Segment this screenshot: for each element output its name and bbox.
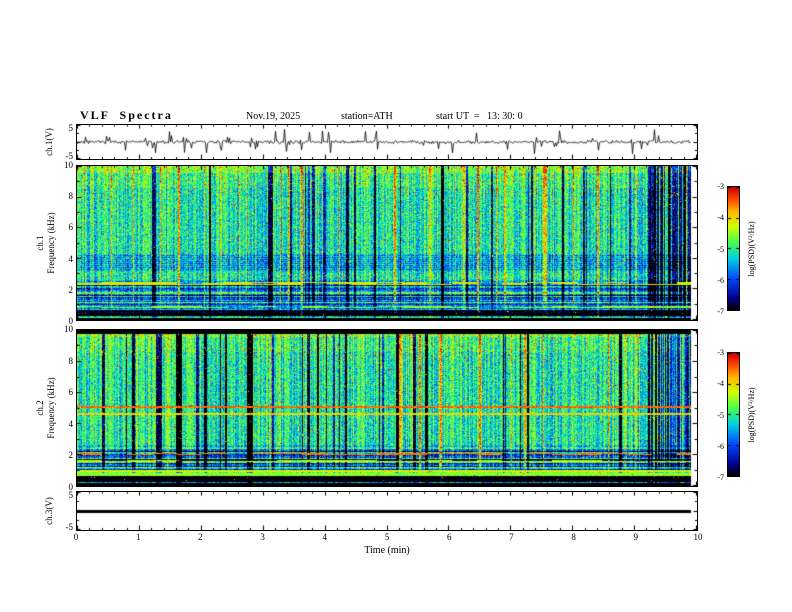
x-tick-label: 2 xyxy=(198,532,203,542)
ch2-spectrogram-canvas xyxy=(77,330,697,486)
ch1-spectrogram-panel xyxy=(76,165,698,321)
colorbar-tick-label: -4 xyxy=(717,213,724,223)
x-tick-label: 0 xyxy=(73,532,79,542)
colorbar-tick-label: -7 xyxy=(717,307,724,316)
x-tick-label: 6 xyxy=(446,532,452,542)
x-tick-label: 8 xyxy=(571,532,576,542)
ch1-waveform-canvas xyxy=(77,125,697,159)
ch1-colorbar xyxy=(727,186,740,311)
ch2-colorbar xyxy=(727,352,740,477)
figure-title: VLF Spectra xyxy=(80,108,173,122)
header-start-ut: start UT = 13: 30: 0 xyxy=(436,111,523,122)
ch1-waveform-panel xyxy=(76,124,698,160)
header-station: station=ATH xyxy=(341,111,393,122)
y-tick-label: 6 xyxy=(68,387,74,398)
x-tick-label: 5 xyxy=(384,532,390,542)
ch1-colorbar-canvas xyxy=(728,187,739,310)
ch1-colorbar-label: log(PSD)(V²/Hz) xyxy=(747,221,756,277)
colorbar-tick-label: -4 xyxy=(717,379,724,389)
colorbar-tick-label: -6 xyxy=(717,275,724,285)
x-tick-label: 9 xyxy=(633,532,639,542)
ch2-colorbar-canvas xyxy=(728,353,739,476)
x-tick-label: 7 xyxy=(509,532,514,542)
x-tick-label: 4 xyxy=(322,532,328,542)
y-tick-label: 0 xyxy=(68,316,74,326)
y-tick-label: 10 xyxy=(64,160,73,170)
x-axis-label: Time (min) xyxy=(364,545,410,556)
y-tick-label: -5 xyxy=(65,151,74,161)
x-tick-label: 3 xyxy=(260,532,265,542)
y-tick-label: 4 xyxy=(68,253,74,264)
x-tick-label: 10 xyxy=(693,532,703,542)
colorbar-tick-label: -5 xyxy=(717,410,724,420)
colorbar-tick-label: -5 xyxy=(717,244,724,254)
ch3-waveform-panel xyxy=(76,491,698,531)
y-tick-label: 0 xyxy=(68,482,74,492)
y-tick-label: 8 xyxy=(68,355,74,366)
y-tick-label: 10 xyxy=(64,324,73,334)
ch3-waveform-canvas xyxy=(77,492,697,530)
y-tick-label: 6 xyxy=(68,222,74,233)
colorbar-tick-label: -6 xyxy=(717,441,724,451)
y-tick-label: 5 xyxy=(68,123,74,133)
header-date: Nov.19, 2025 xyxy=(246,111,301,122)
colorbar-tick-label: -7 xyxy=(717,473,724,482)
y-tick-label: -5 xyxy=(65,522,74,532)
colorbar-tick-label: -3 xyxy=(717,348,724,357)
y-tick-label: 5 xyxy=(68,490,74,500)
y-tick-label: 2 xyxy=(68,450,74,461)
y-tick-label: 4 xyxy=(68,418,74,429)
colorbar-tick-label: -3 xyxy=(717,182,724,191)
x-tick-label: 1 xyxy=(135,532,141,542)
y-tick-label: 8 xyxy=(68,191,74,202)
ch2-spectrogram-panel xyxy=(76,329,698,487)
ch2-colorbar-label: log(PSD)(V²/Hz) xyxy=(747,387,756,443)
ch1-spectrogram-canvas xyxy=(77,166,697,320)
y-tick-label: 2 xyxy=(68,284,74,295)
